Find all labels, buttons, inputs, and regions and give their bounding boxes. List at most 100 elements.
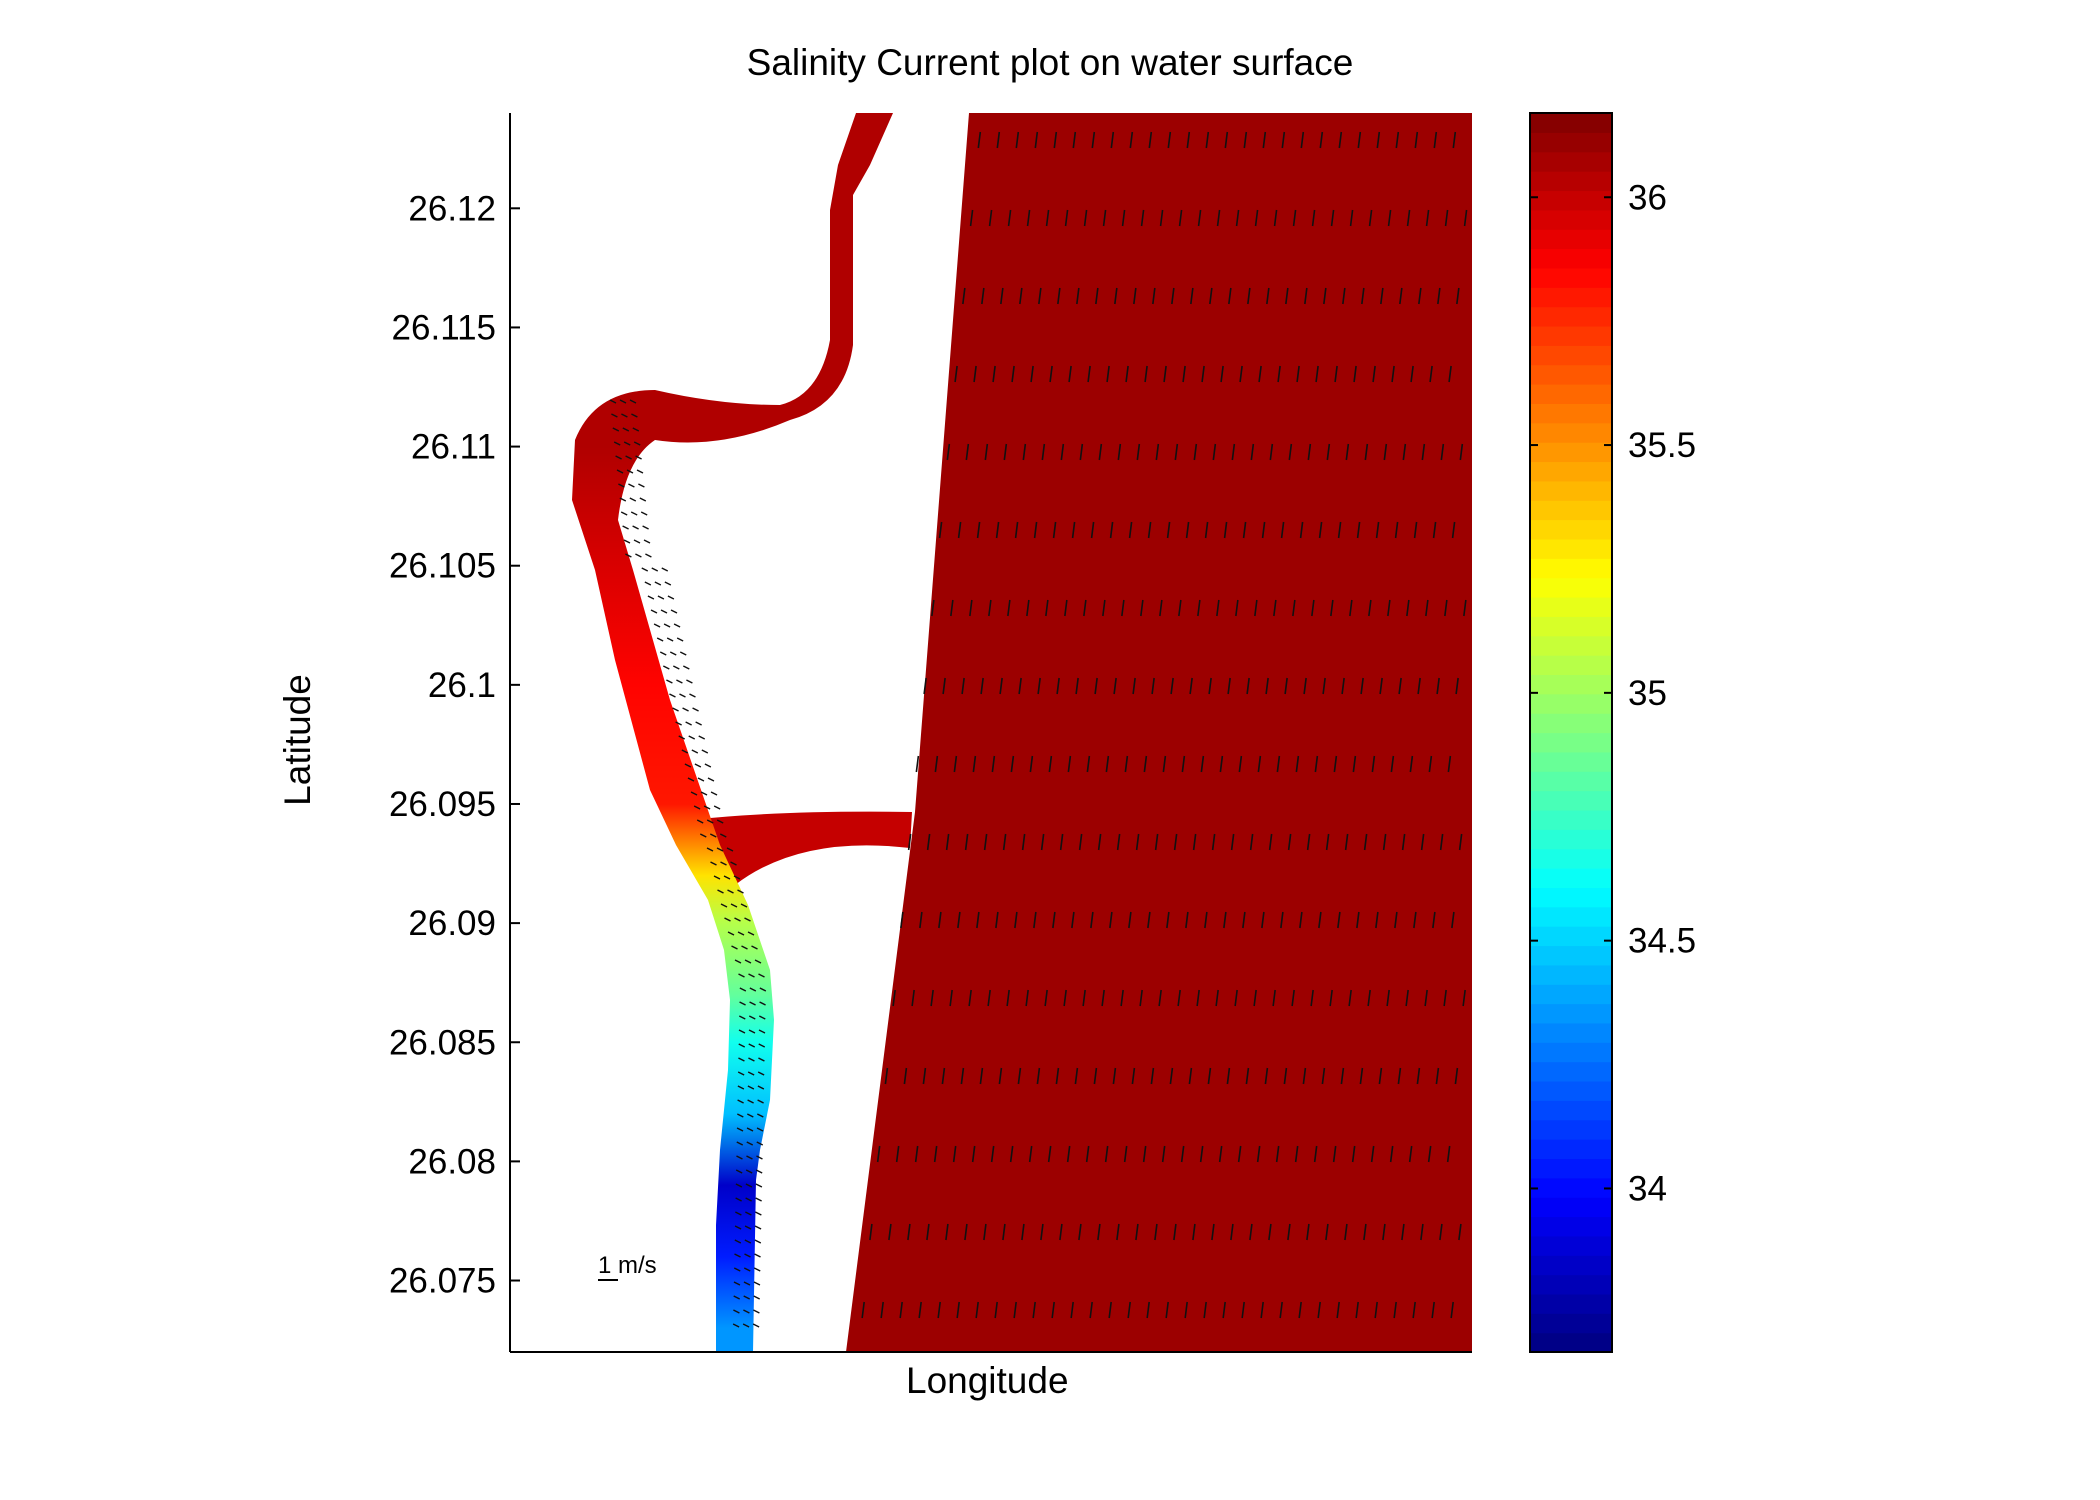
colorbar-band (1530, 1042, 1612, 1063)
velocity-arrow (1234, 989, 1238, 1007)
velocity-arrow (938, 521, 943, 539)
velocity-arrow (1055, 1067, 1060, 1085)
velocity-arrow (1203, 1301, 1207, 1319)
velocity-arrow (697, 777, 705, 782)
velocity-arrow (915, 755, 920, 773)
velocity-arrow (1314, 755, 1319, 773)
velocity-arrow (1337, 911, 1341, 929)
velocity-arrow (691, 749, 699, 754)
velocity-arrow (911, 989, 915, 1007)
velocity-arrow (673, 665, 680, 670)
velocity-arrow (1163, 365, 1167, 383)
velocity-arrow (738, 1029, 746, 1034)
velocity-arrow (1382, 833, 1387, 851)
velocity-arrow (1045, 599, 1049, 617)
velocity-arrow (1143, 755, 1148, 773)
velocity-arrow (937, 1301, 941, 1319)
velocity-arrow (1296, 365, 1300, 383)
velocity-arrow (1337, 521, 1342, 539)
velocity-arrow (1421, 443, 1426, 461)
velocity-arrow (1425, 209, 1430, 227)
velocity-arrow (632, 427, 640, 432)
velocity-arrow (1152, 287, 1156, 305)
velocity-arrow (1257, 755, 1262, 773)
velocity-arrow (1325, 1223, 1329, 1241)
velocity-arrow (1306, 833, 1311, 851)
velocity-arrow (1197, 209, 1202, 227)
velocity-arrow (1105, 755, 1110, 773)
velocity-arrow (1363, 1223, 1367, 1241)
velocity-arrow (689, 693, 696, 698)
velocity-arrow (1268, 833, 1273, 851)
velocity-arrow (1317, 1301, 1321, 1319)
velocity-arrow (1047, 1145, 1052, 1163)
velocity-arrow (730, 903, 738, 908)
velocity-arrow (745, 1197, 752, 1202)
velocity-arrow (619, 399, 627, 404)
velocity-arrow (1463, 599, 1467, 617)
velocity-arrow (735, 1169, 743, 1174)
velocity-arrow (1142, 1145, 1147, 1163)
velocity-arrow (1237, 1145, 1242, 1163)
velocity-arrow (964, 1223, 968, 1241)
velocity-arrow (1230, 833, 1235, 851)
velocity-arrow (685, 721, 692, 726)
colorbar-band (1530, 693, 1612, 714)
velocity-arrow (861, 1301, 865, 1319)
velocity-arrow (747, 1071, 755, 1076)
velocity-arrow (1376, 131, 1381, 149)
velocity-arrow (753, 1281, 761, 1286)
velocity-arrow (1326, 443, 1331, 461)
velocity-arrow (918, 1301, 922, 1319)
sea-region (846, 113, 1472, 1352)
velocity-arrow (630, 511, 638, 516)
colorbar-band (1530, 345, 1612, 366)
velocity-arrow (1284, 677, 1288, 695)
colorbar-band (1530, 267, 1612, 288)
velocity-arrow (900, 911, 904, 929)
velocity-arrow (957, 521, 962, 539)
velocity-arrow (738, 973, 745, 978)
velocity-arrow (612, 427, 620, 432)
velocity-arrow (1230, 1223, 1234, 1241)
velocity-arrow (979, 1067, 984, 1085)
velocity-arrow (1322, 677, 1326, 695)
colorbar-tick-label: 34.5 (1628, 922, 1696, 961)
velocity-arrow (1025, 989, 1029, 1007)
velocity-arrow (1249, 1223, 1253, 1241)
velocity-arrow (1060, 443, 1065, 461)
velocity-arrow (1063, 989, 1067, 1007)
velocity-arrow (1097, 833, 1102, 851)
velocity-arrow (1059, 1223, 1063, 1241)
velocity-arrow (748, 1057, 755, 1062)
colorbar-band (1530, 964, 1612, 985)
velocity-arrow (914, 1145, 919, 1163)
y-axis-ticks: 26.12 26.115 26.11 26.105 26.1 26.095 26.09 26.… (389, 189, 520, 1301)
velocity-arrow (1283, 1067, 1288, 1085)
velocity-arrow (737, 931, 745, 936)
velocity-arrow (1064, 209, 1069, 227)
velocity-arrow (1340, 1067, 1345, 1085)
velocity-arrow (678, 735, 686, 740)
velocity-arrow (1450, 1301, 1454, 1319)
velocity-arrow (1090, 521, 1095, 539)
colorbar-ticks: 34 34.5 35 35.5 36 (1530, 178, 1696, 1208)
velocity-arrow (1439, 1223, 1443, 1241)
velocity-arrow (1395, 131, 1400, 149)
velocity-arrow (1294, 1145, 1299, 1163)
velocity-arrow (1345, 443, 1350, 461)
velocity-arrow (625, 455, 632, 460)
colorbar-band (1530, 906, 1612, 927)
velocity-arrow (1135, 1223, 1139, 1241)
velocity-arrow (1201, 365, 1205, 383)
velocity-arrow (1458, 833, 1463, 851)
velocity-arrow (1204, 521, 1209, 539)
velocity-arrow (1049, 365, 1053, 383)
velocity-arrow (748, 1043, 756, 1048)
velocity-arrow (1299, 521, 1304, 539)
colorbar-band (1530, 558, 1612, 579)
velocity-arrow (1010, 755, 1015, 773)
velocity-arrow (1268, 1223, 1272, 1241)
velocity-arrow (1446, 1145, 1451, 1163)
velocity-arrow (1220, 365, 1224, 383)
